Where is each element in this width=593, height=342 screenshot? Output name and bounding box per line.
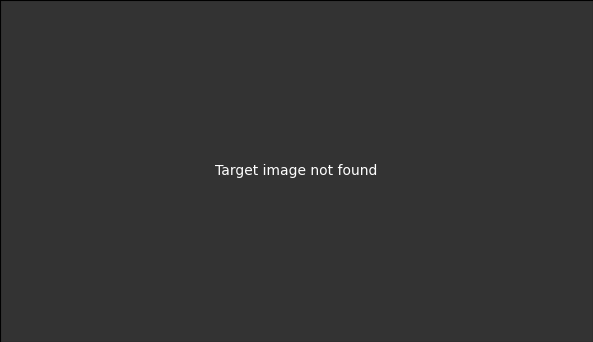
Text: Target image not found: Target image not found (215, 164, 378, 178)
